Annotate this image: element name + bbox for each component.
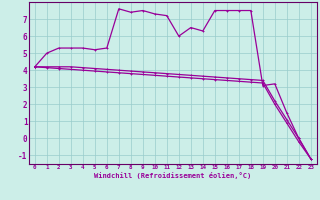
X-axis label: Windchill (Refroidissement éolien,°C): Windchill (Refroidissement éolien,°C) — [94, 172, 252, 179]
